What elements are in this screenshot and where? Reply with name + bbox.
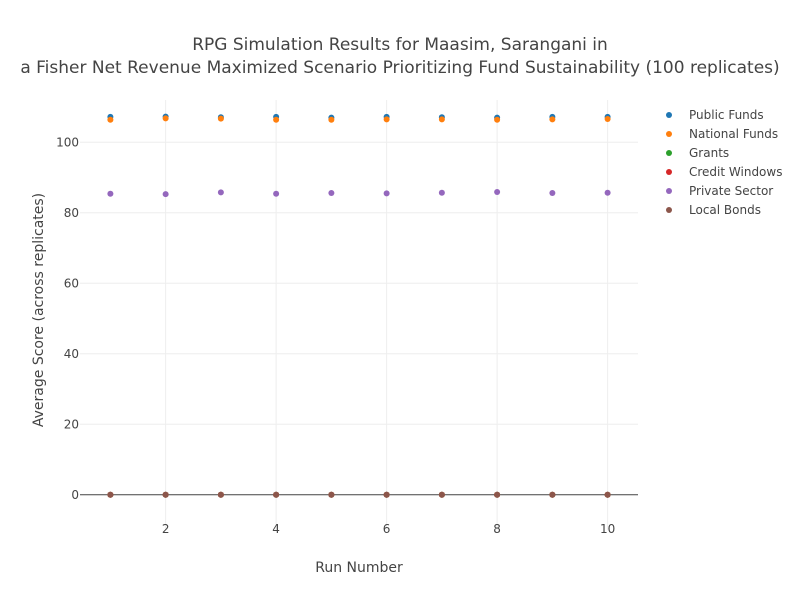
y-tick-label: 80 bbox=[64, 206, 79, 220]
point-private-sector bbox=[604, 189, 611, 196]
point-national-funds bbox=[494, 116, 501, 123]
legend-marker-local-bonds bbox=[666, 207, 672, 213]
x-tick-label: 6 bbox=[383, 522, 391, 536]
point-national-funds bbox=[383, 116, 390, 123]
legend-marker-credit-windows bbox=[666, 169, 672, 175]
point-private-sector bbox=[328, 190, 335, 197]
legend-marker-public-funds bbox=[666, 112, 672, 118]
point-local-bonds bbox=[273, 491, 280, 498]
x-tick-label: 8 bbox=[493, 522, 501, 536]
point-local-bonds bbox=[604, 491, 611, 498]
point-national-funds bbox=[328, 116, 335, 123]
data-points bbox=[107, 113, 611, 498]
chart-title-line-2: a Fisher Net Revenue Maximized Scenario … bbox=[20, 58, 779, 78]
legend-marker-national-funds bbox=[666, 131, 672, 137]
legend-label-private-sector: Private Sector bbox=[689, 184, 773, 198]
point-national-funds bbox=[273, 116, 280, 123]
chart-title-line-1: RPG Simulation Results for Maasim, Saran… bbox=[192, 35, 608, 55]
y-axis-title: Average Score (across replicates) bbox=[31, 193, 47, 427]
point-national-funds bbox=[107, 116, 114, 123]
point-private-sector bbox=[494, 188, 501, 195]
point-private-sector bbox=[162, 191, 169, 198]
legend-marker-private-sector bbox=[666, 188, 672, 194]
point-local-bonds bbox=[383, 491, 390, 498]
point-national-funds bbox=[604, 116, 611, 123]
point-local-bonds bbox=[494, 491, 501, 498]
point-local-bonds bbox=[162, 491, 169, 498]
y-tick-label: 40 bbox=[64, 347, 79, 361]
legend-item-grants[interactable]: Grants bbox=[666, 146, 729, 160]
legend-label-national-funds: National Funds bbox=[689, 127, 778, 141]
point-local-bonds bbox=[438, 491, 445, 498]
chart-title: RPG Simulation Results for Maasim, Saran… bbox=[20, 35, 779, 78]
y-tick-label: 20 bbox=[64, 417, 79, 431]
legend-item-local-bonds[interactable]: Local Bonds bbox=[666, 203, 761, 217]
point-private-sector bbox=[383, 190, 390, 197]
point-national-funds bbox=[162, 115, 169, 122]
legend-item-public-funds[interactable]: Public Funds bbox=[666, 108, 764, 122]
y-tick-label: 0 bbox=[71, 488, 79, 502]
y-axis-ticks: 0 20 40 60 80 100 bbox=[56, 135, 79, 501]
point-local-bonds bbox=[217, 491, 224, 498]
x-axis-ticks: 2 4 6 8 10 bbox=[162, 522, 615, 536]
x-tick-label: 4 bbox=[272, 522, 280, 536]
legend-item-private-sector[interactable]: Private Sector bbox=[666, 184, 773, 198]
legend-marker-grants bbox=[666, 150, 672, 156]
point-local-bonds bbox=[549, 491, 556, 498]
point-private-sector bbox=[549, 190, 556, 197]
legend-label-local-bonds: Local Bonds bbox=[689, 203, 761, 217]
point-private-sector bbox=[438, 189, 445, 196]
y-tick-label: 60 bbox=[64, 276, 79, 290]
legend-item-credit-windows[interactable]: Credit Windows bbox=[666, 165, 782, 179]
point-national-funds bbox=[217, 115, 224, 122]
point-local-bonds bbox=[328, 491, 335, 498]
legend-label-grants: Grants bbox=[689, 146, 729, 160]
legend[interactable]: Public Funds National Funds Grants Credit W… bbox=[666, 108, 782, 217]
x-tick-label: 2 bbox=[162, 522, 170, 536]
legend-item-national-funds[interactable]: National Funds bbox=[666, 127, 778, 141]
x-axis-title: Run Number bbox=[315, 560, 403, 576]
point-private-sector bbox=[273, 190, 280, 197]
legend-label-credit-windows: Credit Windows bbox=[689, 165, 782, 179]
gridlines bbox=[80, 100, 638, 530]
x-tick-label: 10 bbox=[600, 522, 615, 536]
point-private-sector bbox=[217, 189, 224, 196]
point-national-funds bbox=[549, 116, 556, 123]
point-national-funds bbox=[438, 116, 445, 123]
point-private-sector bbox=[107, 190, 114, 197]
point-local-bonds bbox=[107, 491, 114, 498]
legend-label-public-funds: Public Funds bbox=[689, 108, 764, 122]
y-tick-label: 100 bbox=[56, 135, 79, 149]
